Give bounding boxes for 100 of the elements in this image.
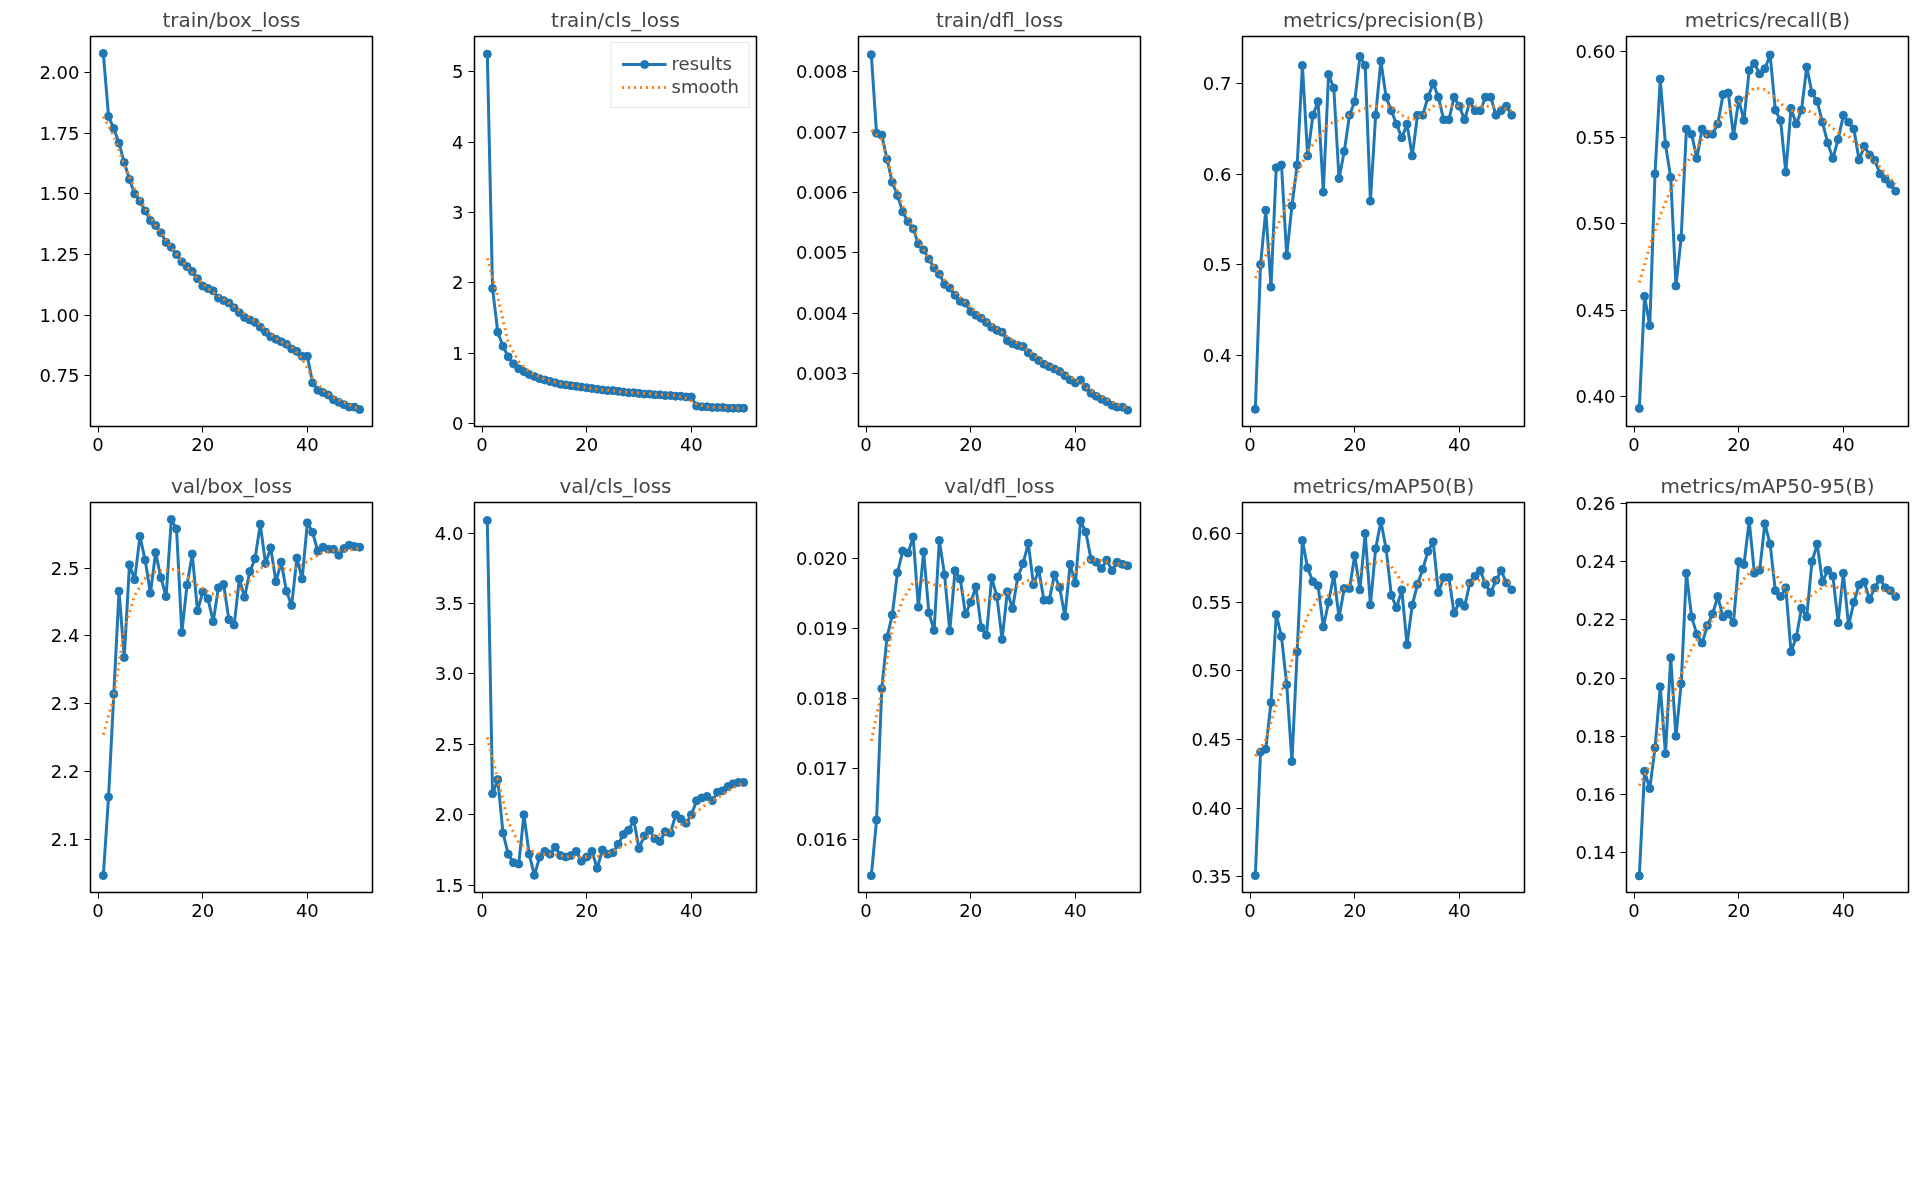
y-tick-label: 0.7 [1202,73,1232,95]
point [1875,169,1885,179]
point [1407,151,1417,161]
point [1770,105,1780,115]
y-tick-label: 0.45 [1191,729,1232,751]
point [514,859,524,869]
point [1049,570,1059,580]
point [940,570,950,580]
point [1465,97,1475,107]
point [1261,205,1271,215]
x-tick-label: 0 [476,433,488,455]
point [655,837,665,847]
point [1823,138,1833,148]
point [1297,535,1307,545]
point [919,547,929,557]
point [1123,405,1133,415]
point [1308,110,1318,120]
point [1666,653,1676,663]
point [955,574,965,584]
point [1376,516,1386,526]
y-tick-label: 0.6 [1202,163,1232,185]
point [1854,155,1864,165]
y-tick-label: 0.22 [1575,609,1616,631]
point [98,871,108,881]
y-tick-label: 0.005 [795,242,848,264]
point [1261,744,1271,754]
point [1287,201,1297,211]
point [503,849,513,859]
point [1823,565,1833,575]
point [114,586,124,596]
point [1755,69,1765,79]
point [1891,592,1901,601]
y-tick-label: 1.50 [39,183,80,205]
point [1397,585,1407,595]
point [1859,577,1869,587]
point [997,635,1007,645]
point [281,586,291,596]
x-tick-label: 40 [1447,433,1471,455]
point [1838,110,1848,120]
point [1334,612,1344,622]
point [1645,321,1655,331]
y-tick-label: 0.007 [795,121,848,143]
point [1355,51,1365,61]
point [482,516,492,526]
point [1781,167,1791,177]
point [1723,88,1733,98]
point [1880,174,1890,184]
point [1645,784,1655,794]
point [140,555,150,565]
legend-label: smooth [671,76,739,97]
point [1076,375,1086,385]
point [1350,97,1360,107]
point [1081,527,1091,537]
point [1392,603,1402,613]
point [629,815,639,825]
point [1392,119,1402,129]
y-tick-label: 0.008 [795,61,848,83]
point [934,535,944,545]
x-tick-label: 20 [959,433,983,455]
point [950,566,960,576]
point [1849,124,1859,134]
point [1271,610,1281,620]
point [1013,572,1023,582]
point [1266,698,1276,708]
point [1650,169,1660,179]
x-tick-label: 0 [476,899,488,921]
point [488,789,498,799]
x-tick-label: 40 [1831,433,1855,455]
point [219,579,229,589]
point [250,554,260,564]
point [866,50,876,60]
point [234,574,244,584]
point [550,842,560,852]
point [613,839,623,849]
point [1797,603,1807,613]
point [1276,160,1286,170]
point [645,825,655,835]
y-tick-label: 0.40 [1191,797,1232,819]
point [592,863,602,873]
point [1660,749,1670,759]
point [130,575,140,585]
point [1360,529,1370,539]
point [1360,60,1370,70]
point [109,124,119,134]
point [124,560,134,570]
point [1812,539,1822,549]
point [1791,632,1801,642]
chart-title: train/cls_loss [551,7,680,32]
point [151,548,161,558]
point [1276,632,1286,642]
point [1728,131,1738,141]
point [1802,612,1812,622]
y-tick-label: 0.004 [795,302,848,324]
point [1634,403,1644,413]
point [1324,597,1334,607]
y-tick-label: 4 [452,131,464,153]
point [1865,594,1875,604]
point [1034,565,1044,575]
point [156,573,166,583]
point [1250,871,1260,881]
